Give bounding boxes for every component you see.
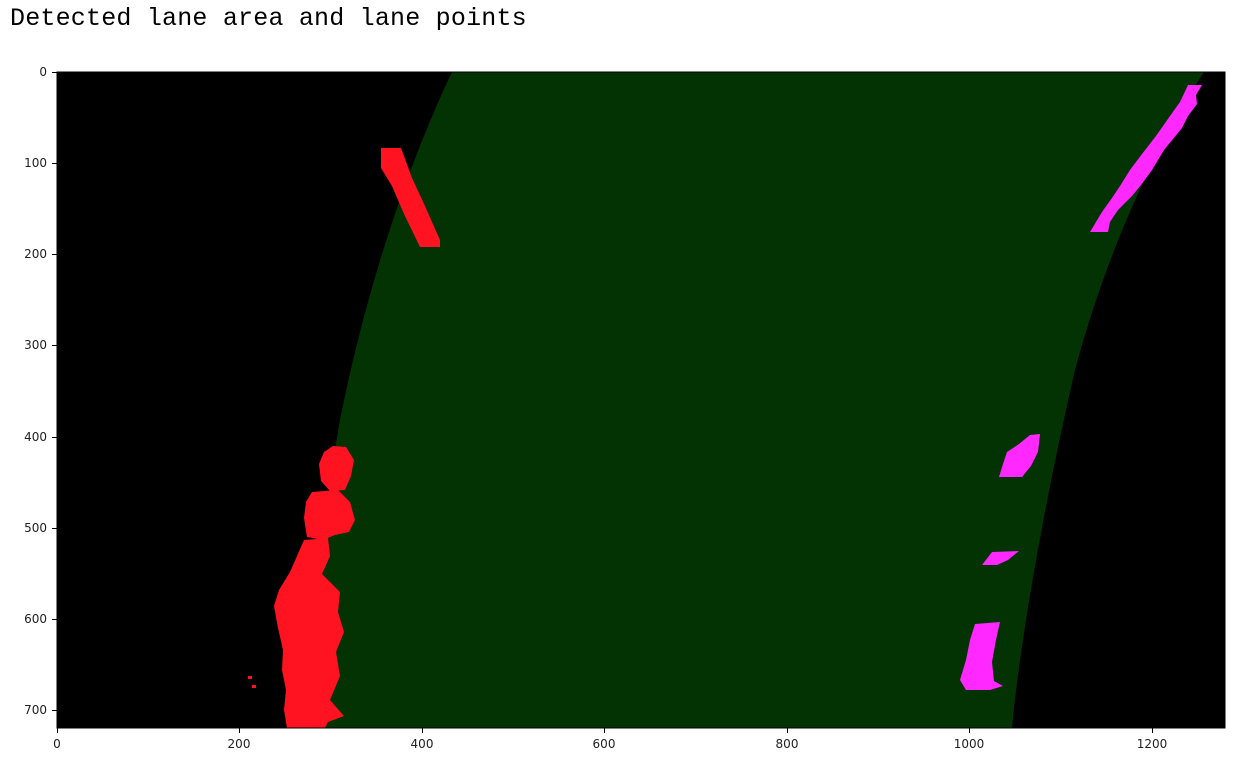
left-lane-column [274,538,344,728]
right-lane-points [960,85,1202,690]
x-axis [57,728,1153,733]
y-tick-label: 100 [24,156,47,170]
x-tick-label: 1200 [1137,737,1168,751]
y-tick-label: 200 [24,247,47,261]
left-lane-speck-2 [252,685,256,688]
axes-frame [56,71,1226,729]
y-tick-label: 0 [39,65,47,79]
left-lane-blob-2 [304,490,355,540]
x-tick-label: 0 [53,737,61,751]
x-tick-label: 1000 [954,737,985,751]
left-lane-segment-top [381,148,440,247]
left-lane-speck-1 [248,676,252,679]
x-tick-label: 400 [411,737,434,751]
x-tick-label: 600 [593,737,616,751]
y-tick-labels: 0 100 200 300 400 500 600 700 [24,65,47,717]
y-tick-label: 600 [24,612,47,626]
y-axis [52,72,57,711]
left-lane-blob-1 [319,446,354,491]
x-tick-label: 800 [776,737,799,751]
y-tick-label: 500 [24,521,47,535]
right-lane-blob-1 [999,434,1040,477]
lane-area [312,72,1204,728]
y-tick-label: 400 [24,430,47,444]
right-lane-blob-2 [982,551,1019,565]
right-lane-segment-bottom [960,622,1003,690]
right-lane-segment-top [1090,85,1202,232]
y-tick-label: 300 [24,338,47,352]
x-tick-label: 200 [228,737,251,751]
left-lane-points [248,148,440,728]
figure-title: Detected lane area and lane points [10,4,527,33]
y-tick-label: 700 [24,703,47,717]
x-tick-labels: 0 200 400 600 800 1000 1200 [53,737,1167,751]
